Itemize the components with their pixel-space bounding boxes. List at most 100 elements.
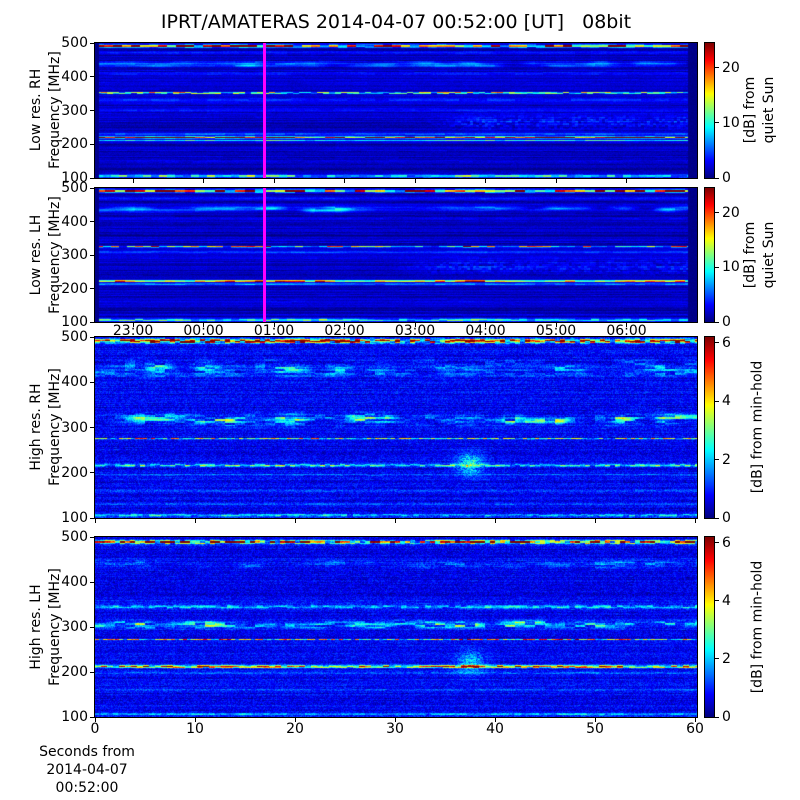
y-tick-label: 400 [61,213,88,230]
x-tick-label: 23:00 [112,323,154,339]
x-tick [94,718,96,722]
x-tick-label: 04:00 [465,323,506,339]
y-tick [90,110,95,111]
y-tick [90,187,95,189]
y-tick-label: 100 [61,314,88,330]
x-tick [494,718,496,722]
colorbar-label-line: [dB] from min-hold [749,360,766,494]
x-tick-label: 05:00 [535,323,577,339]
x-tick-label: 01:00 [253,323,295,339]
colorbar-tick-label: 0 [722,314,731,330]
x-tick [485,179,487,183]
colorbar-tick-label: 4 [722,393,731,410]
x-tick [594,718,596,722]
colorbar-tick-label: 0 [722,170,731,186]
y-tick [90,254,95,256]
y-tick-label: 200 [61,136,88,153]
y-tick [90,42,95,44]
colorbar-label-quiet-sun-1: [dB] from quiet Sun [741,77,779,144]
colorbar-tick [715,67,719,69]
y-tick-label: 300 [61,247,88,263]
colorbar-label-line: [dB] from min-hold [749,560,766,694]
y-tick-label: 400 [61,68,88,85]
colorbar-high-res-rh [704,336,715,519]
y-tick [90,177,95,179]
y-tick [90,381,95,383]
y-tick-label: 100 [61,709,88,725]
y-tick [90,536,95,538]
x-tick [485,323,487,327]
colorbar-tick [715,542,719,544]
spectrogram-high-res-lh [94,536,698,718]
y-tick-label: 400 [61,574,88,590]
y-tick-label: 500 [61,329,88,345]
colorbar-tick [715,716,719,718]
y-tick [90,336,95,338]
y-tick-label: 200 [61,280,88,297]
x-tick [344,323,346,327]
x-tick [194,718,196,722]
colorbar-low-res-lh [704,187,715,323]
colorbar-tick [715,122,719,124]
x-tick [94,519,96,523]
y-tick [90,76,95,78]
x-tick-label: 0 [90,721,100,737]
y-tick-label: 300 [61,419,88,436]
colorbar-tick [715,212,719,214]
x-tick [394,519,396,523]
x-tick [194,519,196,523]
y-tick [90,581,95,583]
x-tick [414,323,416,327]
y-tick [90,143,95,145]
y-tick-label: 500 [61,35,88,51]
x-tick [494,519,496,523]
colorbar-tick-label: 2 [722,451,731,468]
figure-title: IPRT/AMATERAS 2014-04-07 00:52:00 [UT] 0… [160,11,632,33]
colorbar-tick-label: 0 [722,709,731,725]
colorbar-tick-label: 10 [722,114,740,131]
x-tick [273,323,275,327]
colorbar-tick-label: 6 [722,334,731,351]
spectrogram-high-res-rh [94,336,698,519]
colorbar-tick [715,321,719,323]
y-tick [90,671,95,673]
y-axis-label-line: High res. RH [28,383,44,471]
y-tick-label: 100 [61,170,88,186]
colorbar-tick-label: 6 [722,534,731,551]
x-tick [344,179,346,183]
colorbar-label-line: quiet Sun [761,221,777,289]
x-tick-label: 60 [686,721,704,737]
y-tick-label: 200 [61,664,88,680]
x-axis-label: Seconds from 2014-04-07 00:52:00 [16,743,158,797]
x-axis-label-line: Seconds from [39,744,135,760]
x-tick [394,718,396,722]
x-tick-label: 03:00 [394,323,436,339]
x-tick [203,179,205,183]
y-axis-label-line: Low res. RH [28,68,44,152]
y-tick-label: 300 [61,619,88,635]
x-tick [414,179,416,183]
x-tick [273,179,275,183]
x-tick-label: 06:00 [606,323,647,339]
x-tick [626,323,627,327]
x-tick [294,519,296,523]
colorbar-label-line: [dB] from [742,76,758,144]
x-tick-label: 50 [586,721,604,737]
y-tick-label: 500 [61,180,88,196]
x-tick-label: 30 [386,721,404,737]
colorbar-tick [715,517,719,519]
y-axis-label-line: Low res. LH [28,214,44,296]
x-tick [694,718,696,722]
y-tick [90,288,95,289]
colorbar-tick [715,177,719,179]
colorbar-tick [715,342,719,344]
colorbar-tick [715,266,719,268]
colorbar-tick-label: 20 [722,59,740,76]
y-tick [90,716,95,718]
y-tick [90,221,95,222]
colorbar-label-min-hold-2: [dB] from min-hold [749,561,768,694]
y-tick [90,626,95,628]
colorbar-tick-label: 2 [722,650,731,667]
x-tick [555,179,557,183]
